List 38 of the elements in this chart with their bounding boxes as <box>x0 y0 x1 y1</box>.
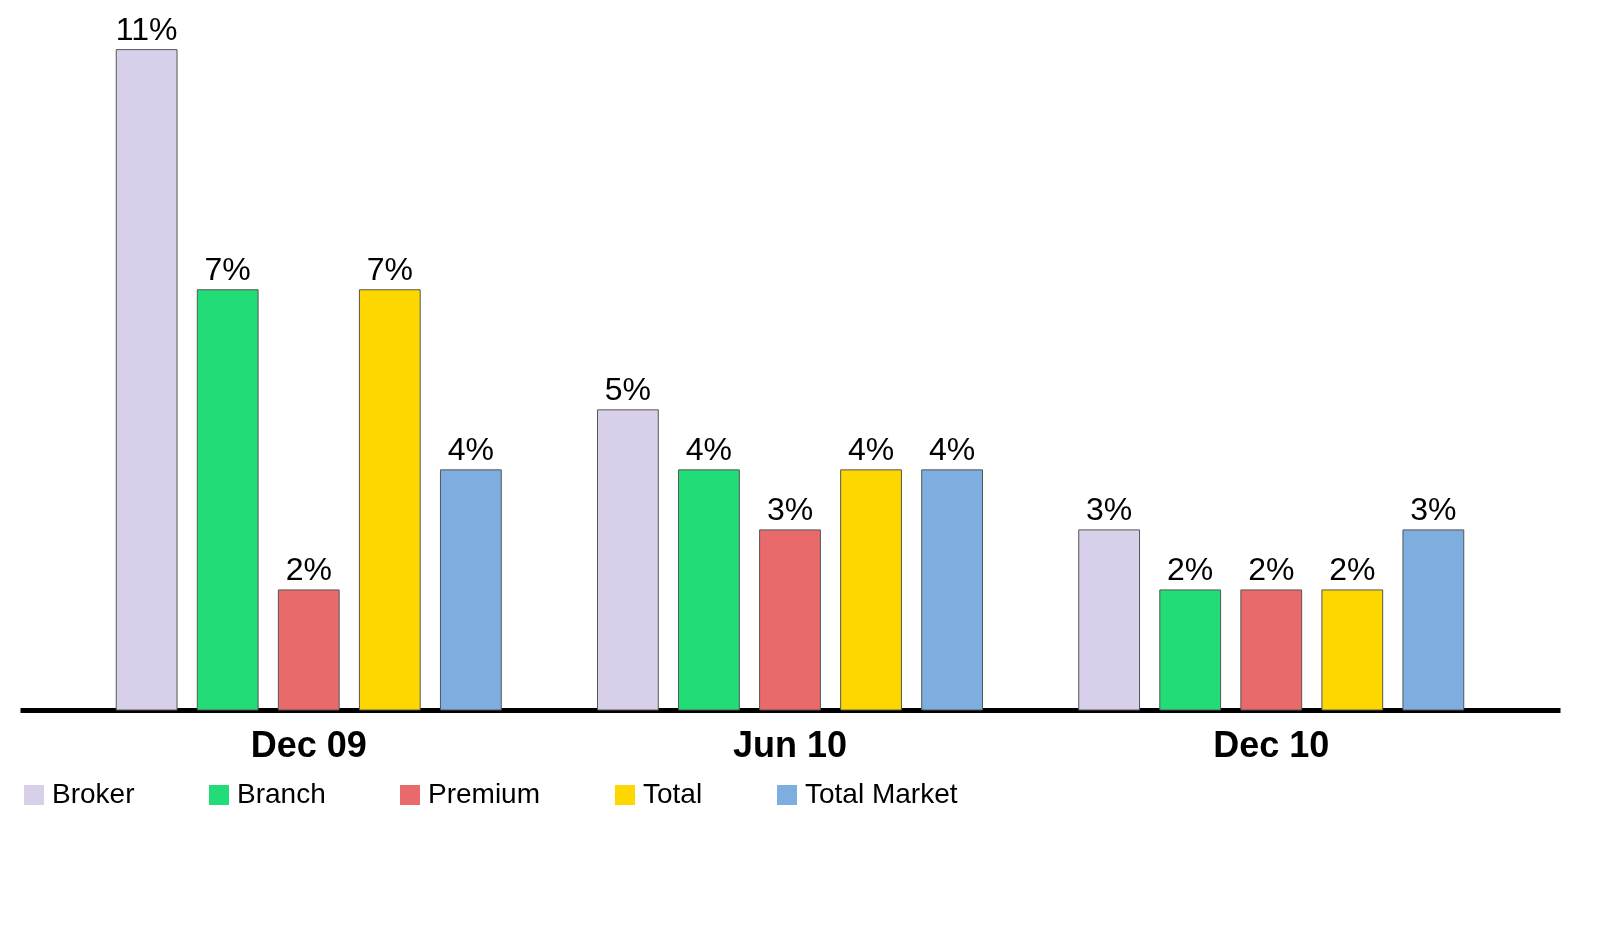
bar <box>597 409 659 711</box>
bar <box>1078 529 1141 711</box>
bar <box>439 469 502 711</box>
bar <box>1240 589 1303 711</box>
data-label: 2% <box>1248 550 1295 587</box>
bar <box>678 469 740 711</box>
bar <box>1321 589 1384 711</box>
bar <box>1402 529 1465 711</box>
data-label: 7% <box>366 250 413 287</box>
data-label: 4% <box>447 430 494 467</box>
data-label: 3% <box>1410 490 1457 527</box>
legend-label: Total <box>643 778 703 809</box>
data-label: 3% <box>766 490 814 527</box>
bar <box>921 469 983 711</box>
bar <box>358 289 421 711</box>
data-label: 4% <box>685 430 733 467</box>
data-label: 2% <box>285 550 332 587</box>
legend-label: Broker <box>52 778 135 809</box>
data-label: 11% <box>115 10 178 47</box>
legend-label: Total Market <box>805 778 958 809</box>
bar <box>115 49 178 711</box>
data-label: 2% <box>1329 550 1376 587</box>
bar <box>1159 589 1222 711</box>
data-label: 4% <box>928 430 976 467</box>
data-label: 7% <box>204 250 251 287</box>
bar <box>759 529 821 711</box>
data-label: 5% <box>604 370 652 407</box>
x-tick-label: Dec 10 <box>1213 723 1330 765</box>
x-tick-label: Jun 10 <box>732 723 848 765</box>
bar <box>196 289 259 711</box>
data-label: 2% <box>1167 550 1214 587</box>
legend-label: Branch <box>237 778 326 809</box>
bar <box>277 589 340 711</box>
legend-label: Premium <box>428 778 541 809</box>
x-tick-label: Dec 09 <box>250 723 367 765</box>
data-label: 3% <box>1086 490 1133 527</box>
data-label: 4% <box>847 430 895 467</box>
bar <box>840 469 902 711</box>
